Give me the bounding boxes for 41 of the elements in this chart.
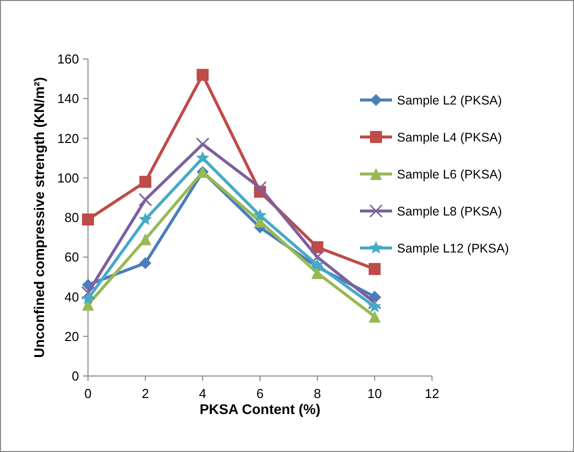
point <box>368 310 381 323</box>
point <box>368 296 382 310</box>
point <box>196 68 209 81</box>
legend-label: Sample L8 (PKSA) <box>397 204 502 218</box>
point <box>310 250 324 264</box>
x-tick-label: 10 <box>367 386 382 401</box>
point <box>368 300 382 312</box>
legend-label: Sample L12 (PKSA) <box>397 241 509 256</box>
y-tick-label: 20 <box>64 328 79 344</box>
x-tick-label: 12 <box>424 386 440 401</box>
y-tick-label: 120 <box>57 130 79 146</box>
x-tick-label: 4 <box>199 386 206 401</box>
point <box>139 257 152 270</box>
x-axis-title: PKSA Content (%) <box>200 401 320 417</box>
y-tick-label: 160 <box>57 52 79 67</box>
x-tick-label: 0 <box>84 386 92 401</box>
point <box>253 208 267 222</box>
x-tick-label: 6 <box>256 386 264 401</box>
point <box>368 263 381 276</box>
point <box>139 176 152 188</box>
y-tick-label: 0 <box>72 368 79 384</box>
x-tick-label: 8 <box>314 386 321 401</box>
point <box>81 292 95 304</box>
point <box>138 212 152 226</box>
point <box>196 137 210 151</box>
point <box>81 286 95 300</box>
y-tick-label: 80 <box>64 210 79 226</box>
point <box>196 151 210 164</box>
point <box>253 181 267 195</box>
legend-label: Sample L4 (PKSA) <box>397 130 502 144</box>
point <box>138 192 152 206</box>
legend-label: Sample L2 (PKSA) <box>397 93 502 108</box>
point <box>82 213 94 226</box>
x-tick-label: 2 <box>142 386 149 401</box>
y-tick-label: 100 <box>57 170 79 186</box>
y-tick-label: 60 <box>64 250 79 265</box>
y-tick-label: 40 <box>64 289 79 304</box>
point <box>139 233 152 246</box>
y-tick-label: 140 <box>57 91 79 106</box>
legend-label: Sample L6 (PKSA) <box>397 167 502 182</box>
y-axis-title: Unconfined compressive strength (KN/m²) <box>31 77 47 358</box>
